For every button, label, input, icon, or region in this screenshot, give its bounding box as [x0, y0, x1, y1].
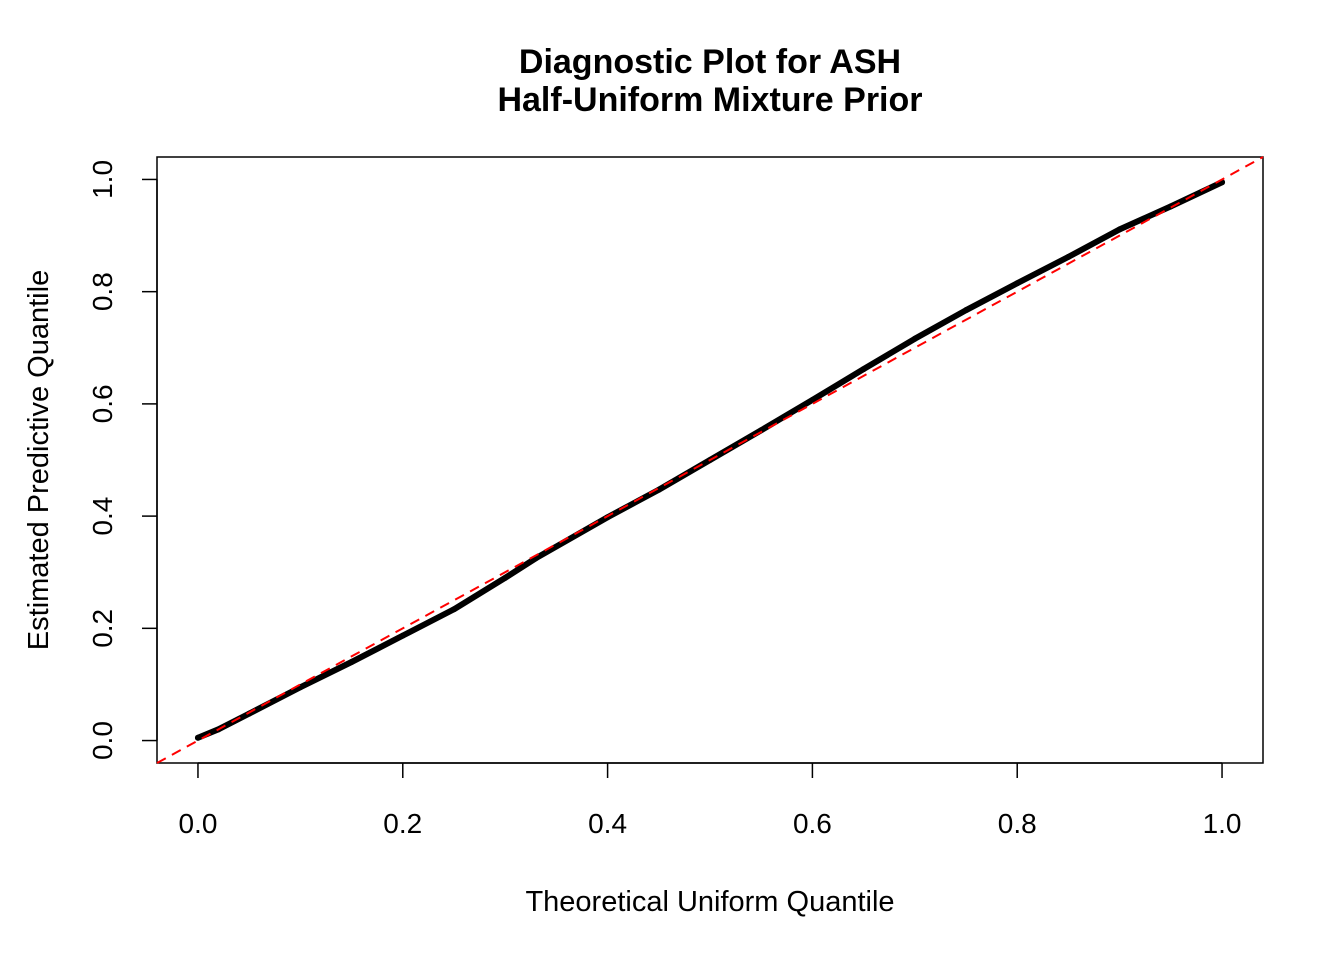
data-point — [194, 734, 201, 741]
data-point — [860, 366, 867, 373]
y-tick-label: 0.6 — [87, 384, 118, 423]
x-axis-label: Theoretical Uniform Quantile — [525, 886, 894, 918]
x-tick-label: 0.0 — [178, 808, 217, 839]
y-axis: 0.0 0.2 0.4 0.6 0.8 1.0 — [87, 160, 158, 760]
data-point — [911, 335, 918, 342]
x-tick-label: 0.8 — [998, 808, 1037, 839]
chart-title: Diagnostic Plot for ASH — [519, 43, 901, 81]
data-point — [1116, 226, 1123, 233]
x-tick-label: 0.2 — [383, 808, 422, 839]
data-point — [1014, 280, 1021, 287]
y-tick-label: 1.0 — [87, 160, 118, 199]
y-tick-label: 0.8 — [87, 272, 118, 311]
y-tick-label: 0.0 — [87, 721, 118, 760]
data-point — [399, 632, 406, 639]
chart-subtitle: Half-Uniform Mixture Prior — [497, 81, 922, 119]
reference-line — [156, 156, 1264, 764]
data-point — [502, 574, 509, 581]
x-tick-label: 1.0 — [1203, 808, 1242, 839]
data-point — [348, 659, 355, 665]
y-axis-label: Estimated Predictive Quantile — [23, 270, 55, 650]
data-point — [809, 396, 816, 403]
x-axis: 0.0 0.2 0.4 0.6 0.8 1.0 — [178, 762, 1242, 839]
data-point — [1065, 253, 1072, 260]
data-point — [963, 307, 970, 314]
data-point — [450, 606, 457, 613]
y-tick-label: 0.2 — [87, 609, 118, 648]
plot-area — [156, 156, 1264, 764]
x-tick-label: 0.6 — [793, 808, 832, 839]
x-tick-label: 0.4 — [588, 808, 627, 839]
y-tick-label: 0.4 — [87, 497, 118, 536]
